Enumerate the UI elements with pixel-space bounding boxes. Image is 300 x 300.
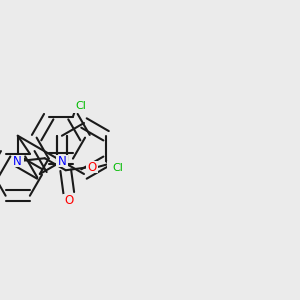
Text: N: N [14, 155, 22, 168]
FancyBboxPatch shape [107, 161, 128, 175]
Text: O: O [64, 194, 74, 207]
FancyBboxPatch shape [70, 100, 91, 113]
FancyBboxPatch shape [86, 161, 98, 173]
Text: O: O [87, 161, 97, 174]
FancyBboxPatch shape [56, 155, 68, 167]
Text: N: N [58, 155, 66, 168]
Text: Cl: Cl [112, 163, 123, 173]
FancyBboxPatch shape [63, 194, 75, 206]
Text: Cl: Cl [75, 101, 86, 111]
FancyBboxPatch shape [12, 155, 24, 167]
